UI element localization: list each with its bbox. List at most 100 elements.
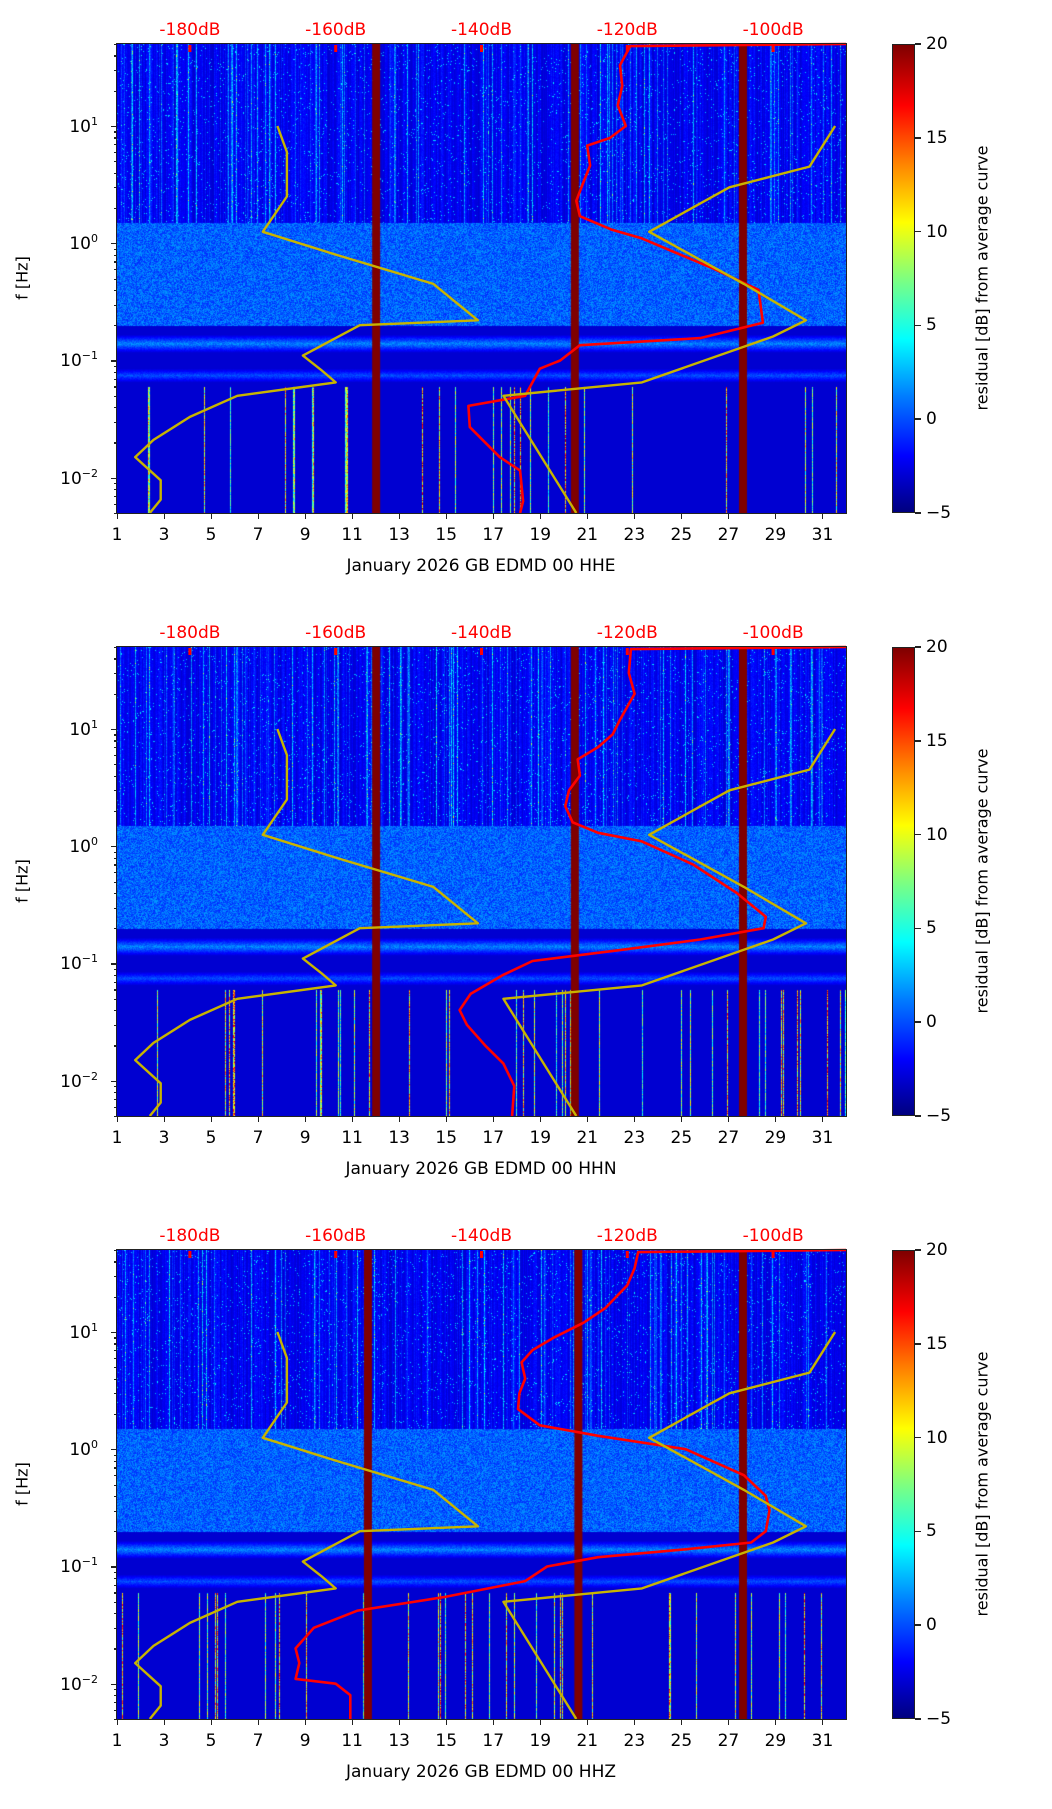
colorbar-tick-label: 10 — [926, 824, 948, 845]
spectrogram-panel-3: f [Hz] January 2026 GB EDMD 00 HHZ resid… — [0, 1206, 1052, 1809]
y-minor-tick — [113, 289, 117, 292]
y-major-tick — [111, 728, 117, 731]
y-major-tick — [111, 477, 117, 479]
y-tick-label: 10−1 — [48, 1555, 98, 1577]
colorbar-tick-label: 15 — [926, 1333, 948, 1354]
x-tick — [492, 513, 495, 519]
y-minor-tick — [113, 740, 117, 742]
y-minor-tick — [113, 764, 117, 766]
x-tick — [445, 513, 448, 519]
y-tick-base: 10 — [69, 234, 91, 255]
y-minor-tick — [113, 907, 117, 909]
x-tick — [821, 1116, 824, 1122]
y-minor-tick — [113, 207, 117, 210]
x-tick-label: 11 — [341, 1128, 363, 1148]
x-tick-label: 19 — [529, 1731, 552, 1751]
y-minor-tick — [113, 1378, 117, 1380]
x-tick-label: 17 — [482, 1128, 505, 1148]
y-minor-tick — [113, 1648, 117, 1650]
y-minor-tick — [113, 658, 117, 660]
y-tick-exponent: 1 — [91, 1320, 98, 1334]
colorbar-tick-label: 5 — [926, 315, 937, 336]
colorbar-tick-label: 0 — [926, 1615, 937, 1636]
x-tick-label: 17 — [482, 1731, 505, 1751]
colorbar-tick — [915, 833, 921, 836]
y-minor-tick — [113, 513, 117, 515]
y-minor-tick — [113, 131, 117, 133]
db-scale-label: -140dB — [450, 1226, 513, 1246]
y-minor-tick — [113, 1413, 117, 1416]
colorbar — [892, 1250, 915, 1719]
y-major-tick — [111, 125, 117, 128]
nlnm-curve — [134, 728, 480, 1117]
y-minor-tick — [113, 851, 117, 853]
y-minor-tick — [113, 395, 117, 397]
x-tick — [163, 1116, 166, 1122]
x-tick-label: 3 — [158, 1128, 170, 1148]
y-minor-tick — [113, 974, 117, 976]
x-tick-label: 1 — [111, 525, 123, 545]
x-tick — [539, 1719, 542, 1725]
colorbar-tick-label: 20 — [926, 1240, 948, 1260]
y-minor-tick — [113, 44, 117, 46]
y-minor-tick — [113, 981, 117, 983]
x-tick-label: 25 — [670, 1731, 693, 1751]
curves-overlay — [134, 1248, 847, 1720]
average-psd-curve — [294, 1248, 847, 1719]
colorbar-tick-label: 20 — [926, 637, 948, 657]
y-minor-tick — [113, 1337, 117, 1339]
y-minor-tick — [113, 1454, 117, 1456]
x-tick — [680, 1116, 683, 1122]
y-minor-tick — [113, 172, 117, 174]
y-minor-tick — [113, 1484, 117, 1486]
y-minor-tick — [113, 998, 117, 1000]
db-scale-label: -180dB — [159, 1226, 221, 1246]
y-minor-tick — [113, 1571, 117, 1573]
x-tick-label: 31 — [811, 1731, 834, 1751]
colorbar-label: residual [dB] from average curve — [972, 145, 992, 411]
colorbar-tick — [915, 43, 921, 45]
colorbar-tick-label: 20 — [926, 34, 948, 54]
db-tick-mark — [188, 1251, 192, 1258]
x-tick — [539, 1116, 542, 1122]
y-tick-base: 10 — [69, 116, 91, 137]
db-tick-mark — [334, 45, 338, 52]
db-tick-mark — [771, 648, 775, 655]
db-scale-label: -120dB — [596, 623, 658, 643]
x-tick-label: 5 — [205, 1128, 217, 1148]
colorbar-tick — [915, 1021, 921, 1023]
curves-overlay — [134, 645, 847, 1117]
nhnm-curve — [502, 728, 837, 1117]
y-minor-tick — [113, 1601, 117, 1603]
x-tick — [257, 1719, 260, 1725]
db-scale-label: -100dB — [742, 20, 804, 40]
y-tick-label: 10−2 — [48, 1070, 98, 1092]
x-tick — [727, 1116, 730, 1122]
y-tick-base: 10 — [69, 1322, 91, 1343]
x-tick-label: 21 — [576, 525, 599, 545]
y-minor-tick — [113, 304, 117, 306]
x-tick — [774, 513, 777, 519]
x-tick-label: 9 — [299, 525, 311, 545]
colorbar-tick — [915, 137, 921, 139]
x-tick — [210, 1116, 213, 1122]
colorbar-tick — [915, 1249, 921, 1251]
x-tick-label: 25 — [670, 525, 693, 545]
x-tick-label: 5 — [205, 1731, 217, 1751]
x-tick — [116, 1116, 118, 1122]
y-minor-tick — [113, 1577, 117, 1579]
colorbar-label: residual [dB] from average curve — [972, 748, 992, 1014]
y-tick-exponent: 0 — [91, 1438, 98, 1452]
spectrogram-panel-2: f [Hz] January 2026 GB EDMD 00 HHN resid… — [0, 603, 1052, 1206]
y-minor-tick — [113, 892, 117, 895]
y-minor-tick — [113, 864, 117, 866]
y-minor-tick — [113, 248, 117, 250]
residual-spectrogram — [117, 1250, 846, 1719]
x-tick-label: 23 — [623, 525, 646, 545]
x-tick-label: 9 — [299, 1128, 311, 1148]
colorbar-tick-label: 15 — [926, 730, 948, 751]
y-minor-tick — [113, 1701, 117, 1704]
x-tick-label: 23 — [623, 1128, 646, 1148]
y-minor-tick — [113, 647, 117, 649]
y-minor-tick — [113, 1531, 117, 1533]
